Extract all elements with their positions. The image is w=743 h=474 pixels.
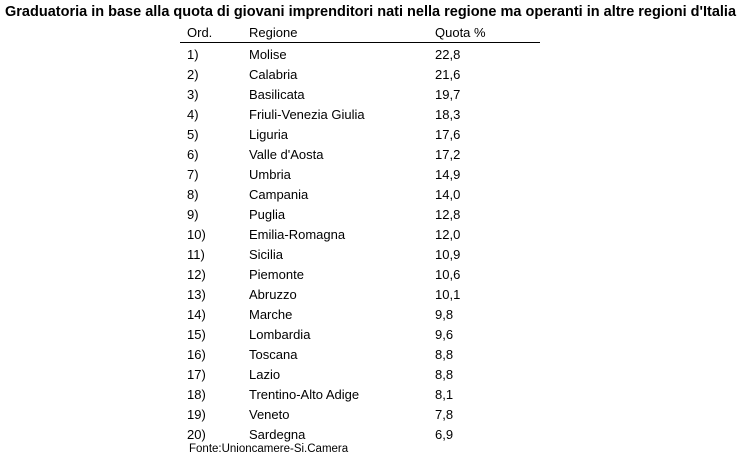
table-cell: Lazio <box>249 367 281 382</box>
table-cell: Emilia-Romagna <box>249 227 346 242</box>
table-cell: 22,8 <box>435 47 461 62</box>
table-cell: Campania <box>249 187 309 202</box>
table-cell: Veneto <box>249 407 290 422</box>
table-cell: 14,9 <box>435 167 461 182</box>
table-cell: 16) <box>187 347 206 362</box>
table-cell: Puglia <box>249 207 286 222</box>
table-cell: Abruzzo <box>249 287 297 302</box>
table-cell: 2) <box>187 67 199 82</box>
table-cell: 10) <box>187 227 206 242</box>
table-cell: Sicilia <box>249 247 283 262</box>
table-cell: Molise <box>249 47 287 62</box>
table-cell: 8) <box>187 187 199 202</box>
table-cell: 19) <box>187 407 206 422</box>
table-cell: 9) <box>187 207 199 222</box>
source-note: Fonte:Unioncamere-Si.Camera <box>189 443 349 455</box>
column-header: Ord. <box>187 25 213 40</box>
title: Graduatoria in base alla quota di giovan… <box>5 4 737 20</box>
table-cell: Piemonte <box>249 267 304 282</box>
table-cell: 11) <box>187 247 205 262</box>
table-cell: Sardegna <box>249 427 306 442</box>
header-rule <box>180 42 540 43</box>
table-cell: Friuli-Venezia Giulia <box>249 107 365 122</box>
table-cell: 14,0 <box>435 187 461 202</box>
table-cell: 17,2 <box>435 147 461 162</box>
table-cell: 17,6 <box>435 127 461 142</box>
table-cell: 20) <box>187 427 206 442</box>
table-cell: 7) <box>187 167 199 182</box>
table-cell: Lombardia <box>249 327 311 342</box>
table-cell: 6) <box>187 147 199 162</box>
table-cell: Marche <box>249 307 293 322</box>
table-cell: 13) <box>187 287 206 302</box>
table-cell: 10,6 <box>435 267 461 282</box>
table-cell: 1) <box>187 47 199 62</box>
table-cell: 6,9 <box>435 427 454 442</box>
table-cell: 12,8 <box>435 207 461 222</box>
table-cell: 12) <box>187 267 206 282</box>
table-cell: 12,0 <box>435 227 461 242</box>
table-cell: 14) <box>187 307 206 322</box>
table-cell: 10,1 <box>435 287 461 302</box>
column-header: Regione <box>249 25 298 40</box>
column-header: Quota % <box>435 25 486 40</box>
table-cell: Trentino-Alto Adige <box>249 387 360 402</box>
table-cell: 19,7 <box>435 87 461 102</box>
table-cell: 18,3 <box>435 107 461 122</box>
table-cell: Liguria <box>249 127 289 142</box>
table-cell: 9,6 <box>435 327 454 342</box>
table-cell: 15) <box>187 327 206 342</box>
table-cell: 3) <box>187 87 199 102</box>
table-cell: 10,9 <box>435 247 461 262</box>
table-cell: Umbria <box>249 167 291 182</box>
table-cell: 7,8 <box>435 407 454 422</box>
table-cell: 9,8 <box>435 307 454 322</box>
table-cell: Basilicata <box>249 87 305 102</box>
table-cell: Toscana <box>249 347 298 362</box>
table-cell: 8,8 <box>435 367 454 382</box>
table-cell: 5) <box>187 127 199 142</box>
table-cell: 8,8 <box>435 347 454 362</box>
table-cell: Valle d'Aosta <box>249 147 324 162</box>
table-cell: 8,1 <box>435 387 454 402</box>
table-cell: 18) <box>187 387 206 402</box>
table-cell: 21,6 <box>435 67 461 82</box>
table-cell: 4) <box>187 107 199 122</box>
table-cell: Calabria <box>249 67 298 82</box>
table-cell: 17) <box>187 367 206 382</box>
